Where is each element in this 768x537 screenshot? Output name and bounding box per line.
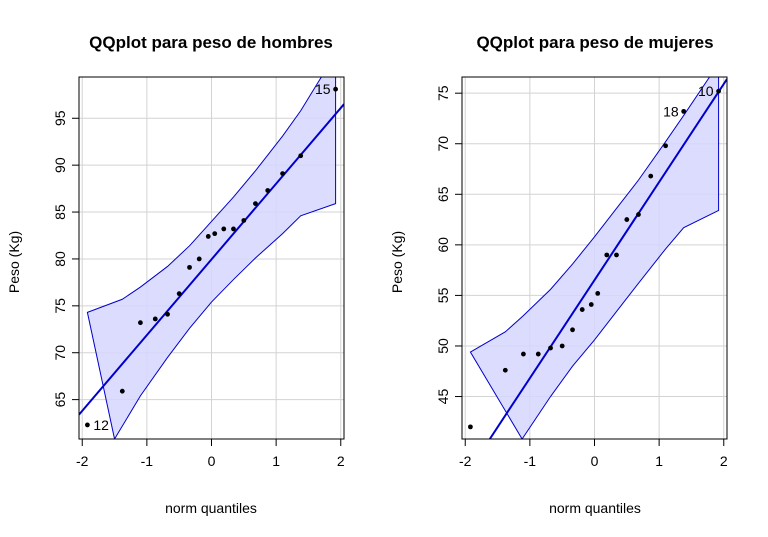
y-tick-label: 75 [435,85,451,101]
point-label: 10 [698,83,714,99]
x-axis-label: norm quantiles [549,500,641,516]
data-point [221,226,227,232]
y-tick-label: 90 [52,157,68,173]
point-label: 12 [93,417,109,433]
data-point [298,153,304,159]
chart-title: QQplot para peso de mujeres [476,33,713,52]
y-tick-label: 65 [435,186,451,202]
y-tick-label: 50 [435,338,451,354]
data-point [570,327,575,333]
y-axis-label: Peso (Kg) [389,231,405,293]
data-point [196,256,202,262]
y-tick-label: 45 [435,389,451,405]
data-point [231,226,236,232]
x-tick-label: -1 [141,453,154,469]
x-tick-label: 0 [208,453,216,469]
x-tick-label: -2 [459,453,472,469]
y-tick-label: 55 [435,287,451,303]
data-point [648,173,654,179]
x-tick-label: 1 [272,453,280,469]
point-label: 15 [315,81,331,97]
data-point [588,302,594,307]
data-point [624,217,630,222]
confidence-band [469,77,720,439]
y-tick-label: 70 [435,136,451,152]
x-tick-label: 2 [720,453,728,469]
data-point [614,252,619,258]
data-point [165,311,170,317]
y-tick-label: 60 [435,237,451,253]
data-point [595,290,601,296]
plot-area [79,77,344,439]
data-point [548,345,553,351]
data-point [119,388,125,394]
data-point [535,351,541,357]
y-tick-label: 65 [52,392,68,408]
reference-line [488,78,727,439]
qq-plot-men-panel: QQplot para peso de hombres norm quantil… [6,33,345,516]
x-axis-label: norm quantiles [165,500,257,516]
data-point [253,201,258,207]
plot-area [462,77,727,439]
x-tick-label: -2 [76,453,89,469]
point-label: 18 [663,103,679,119]
qq-plot-women-panel: QQplot para peso de mujeres norm quantil… [389,33,728,516]
data-point [663,143,668,149]
data-point [152,316,158,322]
x-tick-label: 2 [337,453,345,469]
y-tick-label: 75 [52,298,68,314]
data-point [333,86,338,92]
data-point [468,424,473,430]
x-tick-label: 1 [655,453,663,469]
y-tick-label: 95 [52,110,68,126]
data-point [559,343,565,349]
data-point [579,307,585,312]
data-point [604,252,610,258]
x-tick-label: 0 [591,453,599,469]
chart-title: QQplot para peso de hombres [89,33,333,52]
data-point [521,351,526,357]
data-point [212,231,218,237]
data-point [241,218,247,223]
data-point [502,367,508,373]
data-point [176,291,182,297]
data-point [280,171,285,176]
y-tick-label: 70 [52,345,68,361]
y-axis-label: Peso (Kg) [6,231,22,293]
data-point [265,188,271,193]
data-point [138,320,143,326]
y-tick-label: 80 [52,251,68,267]
data-point [205,234,211,239]
data-point [716,88,721,94]
data-point [636,212,641,217]
data-point [681,108,687,114]
x-tick-label: -1 [524,453,537,469]
y-tick-label: 85 [52,204,68,220]
data-point [85,422,90,428]
data-point [187,264,192,270]
